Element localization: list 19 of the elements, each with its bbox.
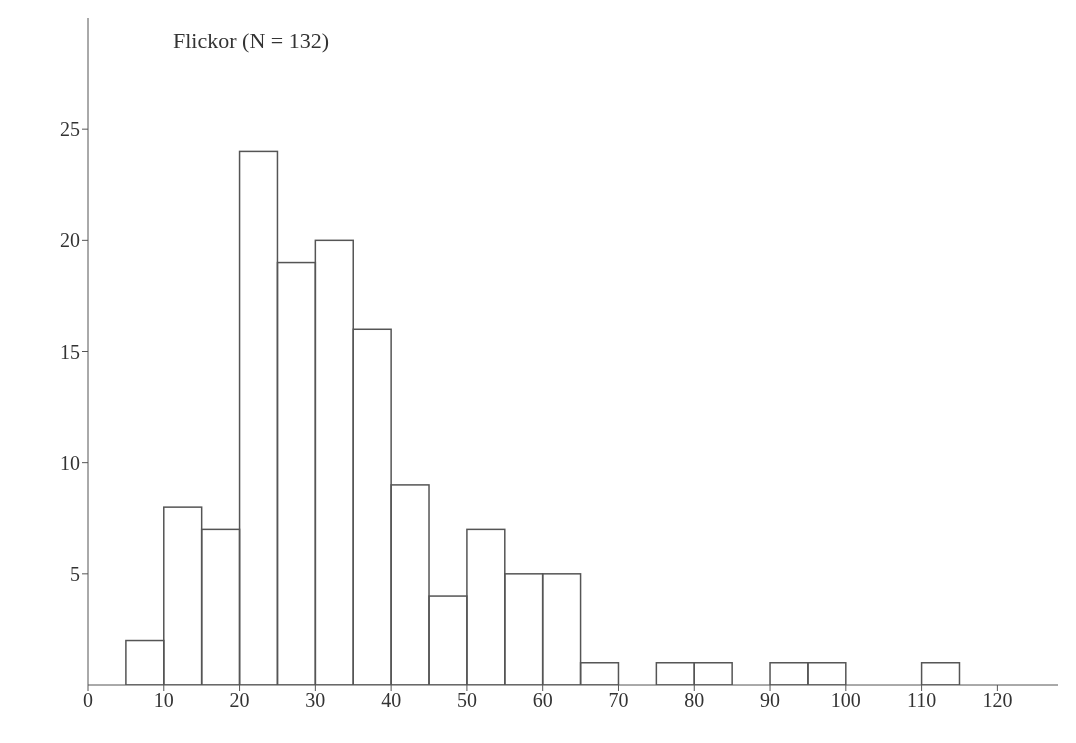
x-tick-label: 80	[684, 689, 705, 712]
y-tick-label: 20	[60, 229, 80, 252]
x-tick-label: 120	[982, 689, 1013, 712]
x-tick-label: 50	[456, 689, 477, 712]
x-tick-label: 100	[830, 689, 861, 712]
text: Flickor (N = 132)	[173, 28, 329, 54]
x-tick-label: 20	[229, 689, 250, 712]
x-tick-label: 40	[381, 689, 402, 712]
x-tick-label: 0	[83, 689, 93, 712]
x-tick-label: 90	[760, 689, 781, 712]
y-tick-label: 15	[60, 340, 80, 363]
x-tick-label: 60	[532, 689, 553, 712]
y-tick-label: 25	[60, 118, 80, 141]
y-tick-label: 10	[60, 451, 80, 474]
y-tick-label: 5	[70, 562, 80, 585]
x-tick-label: 30	[305, 689, 326, 712]
x-tick-label: 70	[608, 689, 629, 712]
x-tick-label: 110	[906, 689, 937, 712]
x-tick-label: 10	[153, 689, 174, 712]
